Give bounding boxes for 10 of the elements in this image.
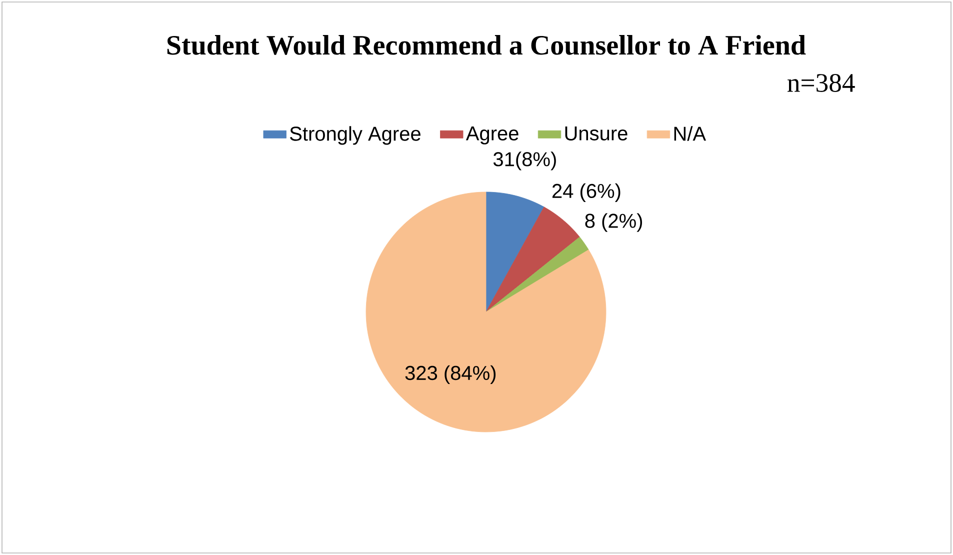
legend-label: N/A xyxy=(674,126,706,141)
data-label: 8 (2%) xyxy=(585,213,642,232)
text: n=384 xyxy=(788,74,855,92)
legend-label: Unsure xyxy=(565,126,628,140)
chart-title: Student Would Recommend a Counsellor to A Friend xyxy=(167,35,806,55)
legend-label: Agree xyxy=(466,126,518,144)
data-label: 323 (84%) xyxy=(405,365,496,384)
data-label: 31(8%) xyxy=(493,152,556,170)
data-label: 24 (6%) xyxy=(552,183,620,202)
legend-label: Strongly Agree xyxy=(290,126,420,145)
